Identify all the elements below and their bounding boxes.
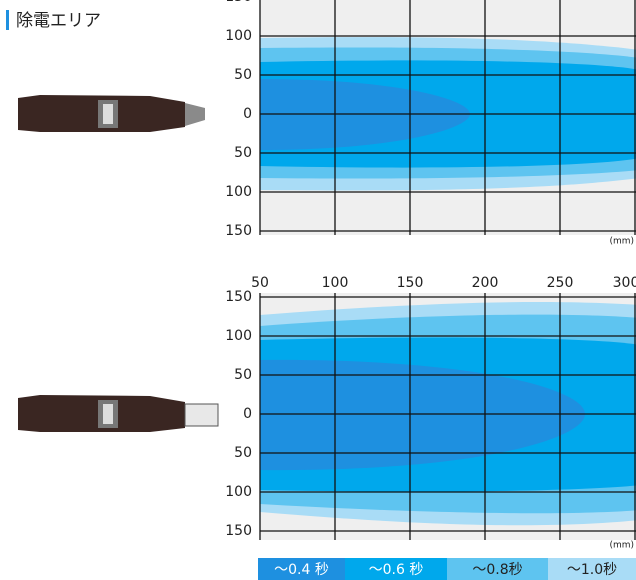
legend-swatch — [345, 558, 447, 580]
x-tick-label: 100 — [322, 275, 349, 291]
nozzle — [18, 95, 205, 132]
nozzle — [18, 395, 219, 432]
y-tick-label: 50 — [234, 67, 252, 83]
unit: (mm) — [609, 237, 634, 247]
y-tick-label: 100 — [225, 328, 252, 344]
y-tick-label: 50 — [234, 445, 252, 461]
unit: (mm) — [609, 541, 634, 551]
x-tick-label: 150 — [397, 275, 424, 291]
y-tick-label: 100 — [225, 184, 252, 200]
y-tick-label: 0 — [243, 106, 252, 122]
legend-label: ～0.8秒 — [472, 562, 522, 578]
zone — [260, 359, 585, 471]
legend-swatch — [258, 558, 345, 580]
legend-swatch — [447, 558, 548, 580]
y-tick-label: 150 — [225, 523, 252, 539]
y-tick-label: 50 — [234, 367, 252, 383]
x-tick-label: 50 — [251, 275, 269, 291]
y-tick-label: 150 — [225, 289, 252, 305]
y-tick-label: 100 — [225, 28, 252, 44]
y-tick-label: 150 — [225, 0, 252, 5]
y-tick-label: 50 — [234, 145, 252, 161]
legend-label: ～0.6 秒 — [369, 562, 424, 578]
legend-swatch — [548, 558, 636, 580]
grid: 150 100 50 0 50 100 150 — [225, 0, 636, 239]
legend-label: ～0.4 秒 — [274, 562, 329, 578]
title: 除電エリア — [16, 11, 101, 31]
title-bar — [6, 10, 9, 30]
legend-label: ～1.0秒 — [567, 562, 617, 578]
y-tick-label: 100 — [225, 484, 252, 500]
y-tick-label: 0 — [243, 406, 252, 422]
y-tick-label: 150 — [225, 223, 252, 239]
x-tick-label: 200 — [472, 275, 499, 291]
legend: ～0.4 秒 ～0.6 秒 ～0.8秒 ～1.0秒 — [258, 558, 636, 580]
x-tick-label: 250 — [547, 275, 574, 291]
x-tick-label: 300 — [613, 275, 636, 291]
